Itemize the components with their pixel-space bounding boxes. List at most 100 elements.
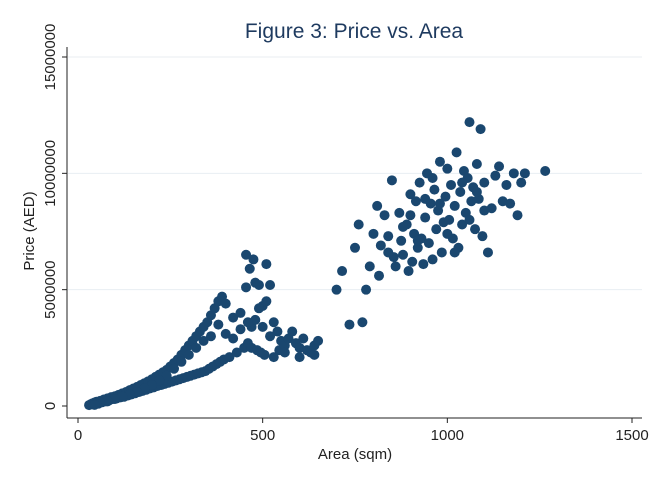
data-point <box>357 317 368 328</box>
data-point <box>386 175 397 186</box>
data-point <box>253 303 264 314</box>
data-point <box>228 333 239 344</box>
data-point <box>242 317 253 328</box>
data-point <box>331 284 342 295</box>
data-point <box>241 282 252 293</box>
data-point <box>257 321 268 332</box>
data-point <box>434 198 445 209</box>
data-point <box>436 247 447 258</box>
x-tick-label: 500 <box>250 427 275 444</box>
data-point <box>231 347 242 358</box>
data-point <box>313 335 324 346</box>
data-point <box>427 254 438 265</box>
data-point <box>412 235 423 246</box>
data-point <box>205 331 216 342</box>
data-point <box>420 193 431 204</box>
data-point <box>261 259 272 270</box>
data-point <box>405 210 416 221</box>
data-point <box>494 161 505 172</box>
data-point <box>516 177 527 188</box>
data-point <box>477 231 488 242</box>
data-point <box>183 349 194 360</box>
data-point <box>154 375 165 386</box>
data-point <box>361 284 372 295</box>
data-point <box>259 349 270 360</box>
data-point <box>383 231 394 242</box>
data-point <box>427 172 438 183</box>
y-tick-label: 10000000 <box>42 140 59 207</box>
data-point <box>398 249 409 260</box>
data-point <box>446 179 457 190</box>
data-point <box>191 342 202 353</box>
data-point <box>442 163 453 174</box>
data-point <box>501 179 512 190</box>
data-point <box>505 198 516 209</box>
data-point <box>457 219 468 230</box>
data-point <box>457 177 468 188</box>
data-point <box>102 396 113 407</box>
data-point <box>449 200 460 211</box>
data-point <box>294 352 305 363</box>
data-point <box>423 238 434 249</box>
data-point <box>89 399 100 410</box>
data-point <box>265 280 276 291</box>
data-point <box>379 210 390 221</box>
data-point <box>396 235 407 246</box>
data-point <box>344 319 355 330</box>
data-point <box>169 363 180 374</box>
data-point <box>410 196 421 207</box>
data-point <box>412 242 423 253</box>
data-point <box>449 247 460 258</box>
data-point <box>372 200 383 211</box>
x-tick-label: 1000 <box>431 427 464 444</box>
data-point <box>519 168 530 179</box>
data-point <box>228 312 239 323</box>
data-point <box>374 270 385 281</box>
data-point <box>508 168 519 179</box>
data-point <box>350 242 360 253</box>
data-point <box>279 347 290 358</box>
data-point <box>431 224 442 235</box>
data-point <box>479 177 490 188</box>
data-point <box>540 166 551 177</box>
data-point <box>470 224 481 235</box>
points-layer <box>84 117 551 411</box>
data-point <box>451 147 462 158</box>
data-point <box>368 228 379 239</box>
data-point <box>337 266 348 277</box>
data-point <box>244 263 255 274</box>
data-point <box>471 186 482 197</box>
data-point <box>479 205 490 216</box>
grid-layer <box>68 56 642 291</box>
data-point <box>420 212 431 223</box>
axis-layer: 0 5000000 10000000 15000000 0 500 1000 1500 <box>42 24 649 444</box>
data-point <box>434 156 445 167</box>
x-axis-label: Area (sqm) <box>318 446 392 463</box>
y-tick-label: 5000000 <box>42 260 59 318</box>
data-point <box>268 352 279 363</box>
data-point <box>407 256 418 267</box>
chart-title: Figure 3: Price vs. Area <box>245 20 464 43</box>
data-point <box>248 254 259 265</box>
data-point <box>394 207 405 218</box>
data-point <box>261 296 272 307</box>
data-point <box>482 247 493 258</box>
data-point <box>213 319 224 330</box>
data-point <box>176 356 187 367</box>
x-tick-label: 0 <box>74 427 82 444</box>
data-point <box>414 177 425 188</box>
data-point <box>383 247 394 258</box>
data-point <box>353 219 364 230</box>
data-point <box>265 331 276 342</box>
data-point <box>429 184 440 195</box>
data-point <box>364 261 375 272</box>
data-point <box>235 324 246 335</box>
data-point <box>375 240 386 251</box>
data-point <box>464 117 475 128</box>
data-point <box>198 335 209 346</box>
data-point <box>235 307 246 318</box>
data-point <box>405 189 416 200</box>
data-point <box>440 191 451 202</box>
